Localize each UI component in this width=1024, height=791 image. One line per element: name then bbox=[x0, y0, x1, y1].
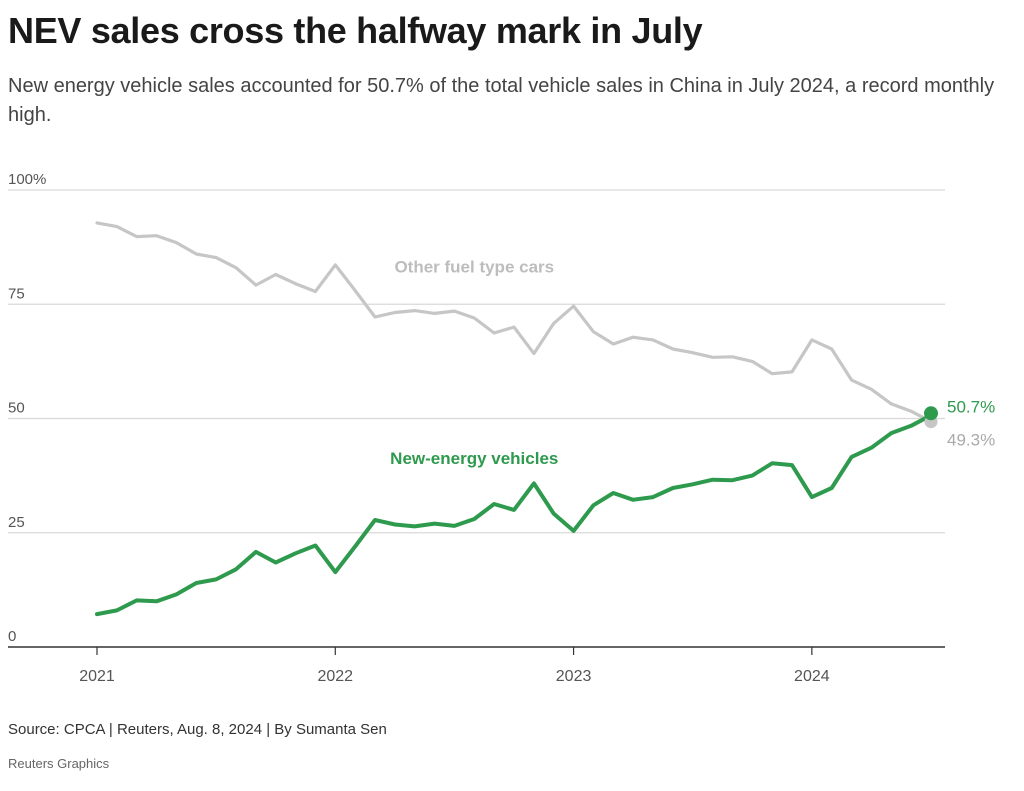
gridlines bbox=[8, 189, 945, 534]
y-tick-label: 100% bbox=[8, 171, 46, 188]
x-tick-label: 2023 bbox=[556, 668, 592, 685]
chart-subtitle: New energy vehicle sales accounted for 5… bbox=[8, 75, 995, 126]
line-chart: 100% 75 50 25 0 2021 2022 2023 2024 50.7% 49.3% O… bbox=[8, 171, 995, 685]
series-lines bbox=[95, 221, 938, 617]
x-tick-label: 2022 bbox=[317, 668, 353, 685]
y-axis-ticks: 100% 75 50 25 0 bbox=[8, 171, 46, 645]
series-labels: 50.7% 49.3% Other fuel type cars New-energy… bbox=[390, 257, 995, 468]
chart-title: NEV sales cross the halfway mark in July bbox=[8, 10, 703, 51]
x-tick-label: 2024 bbox=[794, 668, 830, 685]
other-series-annotation: Other fuel type cars bbox=[394, 257, 554, 276]
other-series-line bbox=[95, 221, 933, 424]
y-tick-label: 0 bbox=[8, 628, 16, 645]
credit-note: Reuters Graphics bbox=[8, 756, 110, 771]
y-tick-label: 50 bbox=[8, 400, 25, 417]
x-axis: 2021 2022 2023 2024 bbox=[8, 646, 945, 685]
nev-series-line bbox=[95, 413, 933, 617]
y-tick-label: 25 bbox=[8, 514, 25, 531]
other-end-label: 49.3% bbox=[947, 431, 995, 450]
y-tick-label: 75 bbox=[8, 285, 25, 302]
x-tick-label: 2021 bbox=[79, 668, 115, 685]
nev-series-annotation: New-energy vehicles bbox=[390, 449, 558, 468]
nev-end-label: 50.7% bbox=[947, 397, 995, 416]
nev-end-point bbox=[924, 406, 938, 421]
source-note: Source: CPCA | Reuters, Aug. 8, 2024 | B… bbox=[8, 721, 387, 738]
